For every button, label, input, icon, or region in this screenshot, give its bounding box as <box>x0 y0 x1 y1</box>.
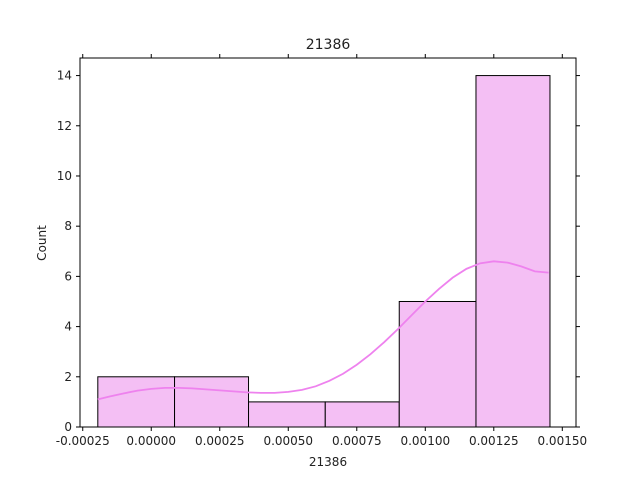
histogram-bar-1 <box>97 376 176 428</box>
y-tick-label: 6 <box>64 269 72 283</box>
y-tick-label: 8 <box>64 219 72 233</box>
histogram-bar-5 <box>398 300 477 428</box>
y-tick-label: 2 <box>64 370 72 384</box>
x-axis-label: 21386 <box>309 455 347 469</box>
histogram-bar-6 <box>475 75 551 428</box>
x-tick-label: 0.00075 <box>332 434 382 448</box>
kde-curve <box>97 260 549 401</box>
histogram-bar-2 <box>174 376 250 428</box>
x-tick-label: 0.00100 <box>400 434 450 448</box>
y-tick-label: 14 <box>57 69 72 83</box>
y-axis-label: Count <box>35 225 49 261</box>
bars-group <box>97 75 551 428</box>
x-tick-label: 0.00150 <box>537 434 587 448</box>
histogram-bar-4 <box>324 401 400 428</box>
y-tick-label: 0 <box>64 420 72 434</box>
y-axis-ticks: 0 2 4 6 8 10 12 14 <box>57 69 580 434</box>
x-tick-label: 0.00000 <box>126 434 176 448</box>
x-tick-label: 0.00050 <box>263 434 313 448</box>
histogram-bar-3 <box>248 401 326 428</box>
y-tick-label: 10 <box>57 169 72 183</box>
plot-frame <box>79 57 577 428</box>
x-tick-label: -0.00025 <box>56 434 110 448</box>
y-tick-label: 12 <box>57 119 72 133</box>
x-tick-label: 0.00125 <box>469 434 519 448</box>
y-tick-label: 4 <box>64 320 72 334</box>
x-tick-label: 0.00025 <box>195 434 245 448</box>
x-axis-ticks: -0.00025 0.00000 0.00025 0.00050 0.00075 0.00… <box>56 54 587 448</box>
chart-title: 21386 <box>306 37 351 53</box>
